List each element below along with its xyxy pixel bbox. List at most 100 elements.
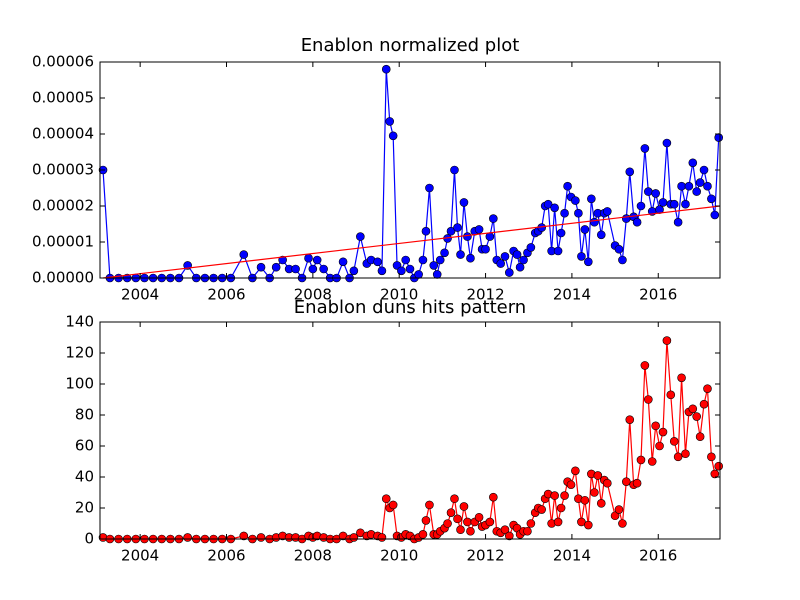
data-point: [593, 471, 603, 480]
data-point: [421, 226, 431, 236]
data-point: [456, 525, 465, 535]
data-point: [596, 230, 606, 240]
data-point: [553, 246, 563, 256]
y-tick-label: 0.00004: [32, 125, 94, 143]
y-tick-label: 20: [75, 499, 94, 517]
data-point: [580, 225, 590, 234]
data-point: [692, 187, 701, 196]
data-point: [463, 232, 472, 241]
data-point: [239, 250, 249, 259]
x-tick-label: 2016: [639, 286, 677, 304]
data-point: [414, 270, 423, 279]
data-point: [714, 461, 724, 471]
data-point: [489, 492, 498, 502]
chart-title: Enablon duns hits pattern: [294, 297, 526, 318]
data-point: [707, 194, 716, 204]
x-tick-label: 2012: [466, 547, 504, 565]
data-point: [349, 266, 359, 276]
data-point: [338, 257, 348, 267]
data-point: [443, 519, 452, 528]
y-tick-label: 0.00000: [32, 269, 94, 287]
data-point: [707, 452, 716, 462]
data-point: [459, 502, 469, 511]
data-point: [519, 255, 528, 265]
data-point: [505, 268, 514, 277]
data-point: [669, 199, 679, 209]
data-point: [590, 488, 599, 497]
data-point: [537, 505, 546, 514]
data-point: [714, 133, 724, 142]
data-point: [308, 264, 318, 274]
data-point: [429, 261, 439, 270]
data-point: [651, 189, 660, 198]
data-point: [571, 466, 580, 476]
x-tick-label: 2014: [553, 286, 591, 304]
data-point: [435, 255, 445, 265]
data-point: [560, 208, 569, 218]
x-tick-label: 2014: [553, 547, 591, 565]
data-point: [560, 491, 569, 500]
data-point: [614, 505, 624, 514]
data-point: [425, 500, 434, 510]
data-point: [699, 165, 709, 175]
data-point: [515, 262, 525, 272]
data-point: [614, 244, 624, 254]
y-tick-label: 60: [75, 437, 94, 455]
data-point: [574, 208, 583, 218]
data-point: [662, 138, 672, 148]
data-point: [474, 512, 484, 522]
chart-title: Enablon normalized plot: [301, 35, 520, 56]
y-tick-label: 0.00006: [32, 53, 94, 71]
y-tick-label: 0.00005: [32, 89, 94, 107]
data-point: [446, 226, 456, 236]
data-point: [688, 158, 698, 168]
data-point: [636, 201, 646, 211]
data-point: [481, 244, 490, 254]
data-point: [618, 519, 627, 528]
data-point: [381, 64, 391, 74]
data-point: [658, 427, 668, 437]
data-point: [418, 530, 428, 539]
data-point: [636, 455, 646, 465]
plot-frame: [99, 321, 721, 540]
data-point: [421, 516, 431, 525]
x-tick-label: 2004: [121, 286, 159, 304]
data-line: [102, 205, 721, 279]
data-point: [584, 257, 593, 267]
data-point: [526, 243, 536, 252]
data-point: [450, 165, 459, 175]
data-point: [377, 266, 387, 276]
x-tick-label: 2006: [207, 286, 245, 304]
data-point: [489, 214, 498, 223]
data-point: [580, 495, 590, 505]
data-point: [673, 217, 683, 227]
x-tick-label: 2008: [294, 547, 332, 565]
data-point: [505, 531, 514, 541]
data-line: [102, 340, 720, 540]
data-point: [673, 452, 683, 462]
data-point: [632, 217, 642, 227]
data-point: [474, 225, 484, 234]
data-point: [550, 491, 559, 500]
data-point: [381, 494, 391, 504]
data-point: [584, 520, 593, 530]
data-point: [463, 517, 472, 527]
data-point: [496, 259, 505, 268]
y-tick-label: 140: [65, 313, 94, 331]
data-point: [644, 187, 653, 196]
data-point: [440, 248, 449, 258]
data-point: [699, 399, 709, 409]
data-point: [610, 511, 620, 521]
data-point: [319, 264, 328, 274]
data-point: [640, 144, 650, 153]
y-tick-label: 80: [75, 406, 94, 424]
data-point: [618, 255, 627, 265]
data-point: [512, 250, 522, 259]
data-point: [466, 526, 475, 536]
data-point: [425, 183, 434, 193]
x-tick-label: 2010: [380, 286, 418, 304]
y-tick-label: 0: [84, 530, 94, 548]
data-point: [271, 262, 281, 272]
